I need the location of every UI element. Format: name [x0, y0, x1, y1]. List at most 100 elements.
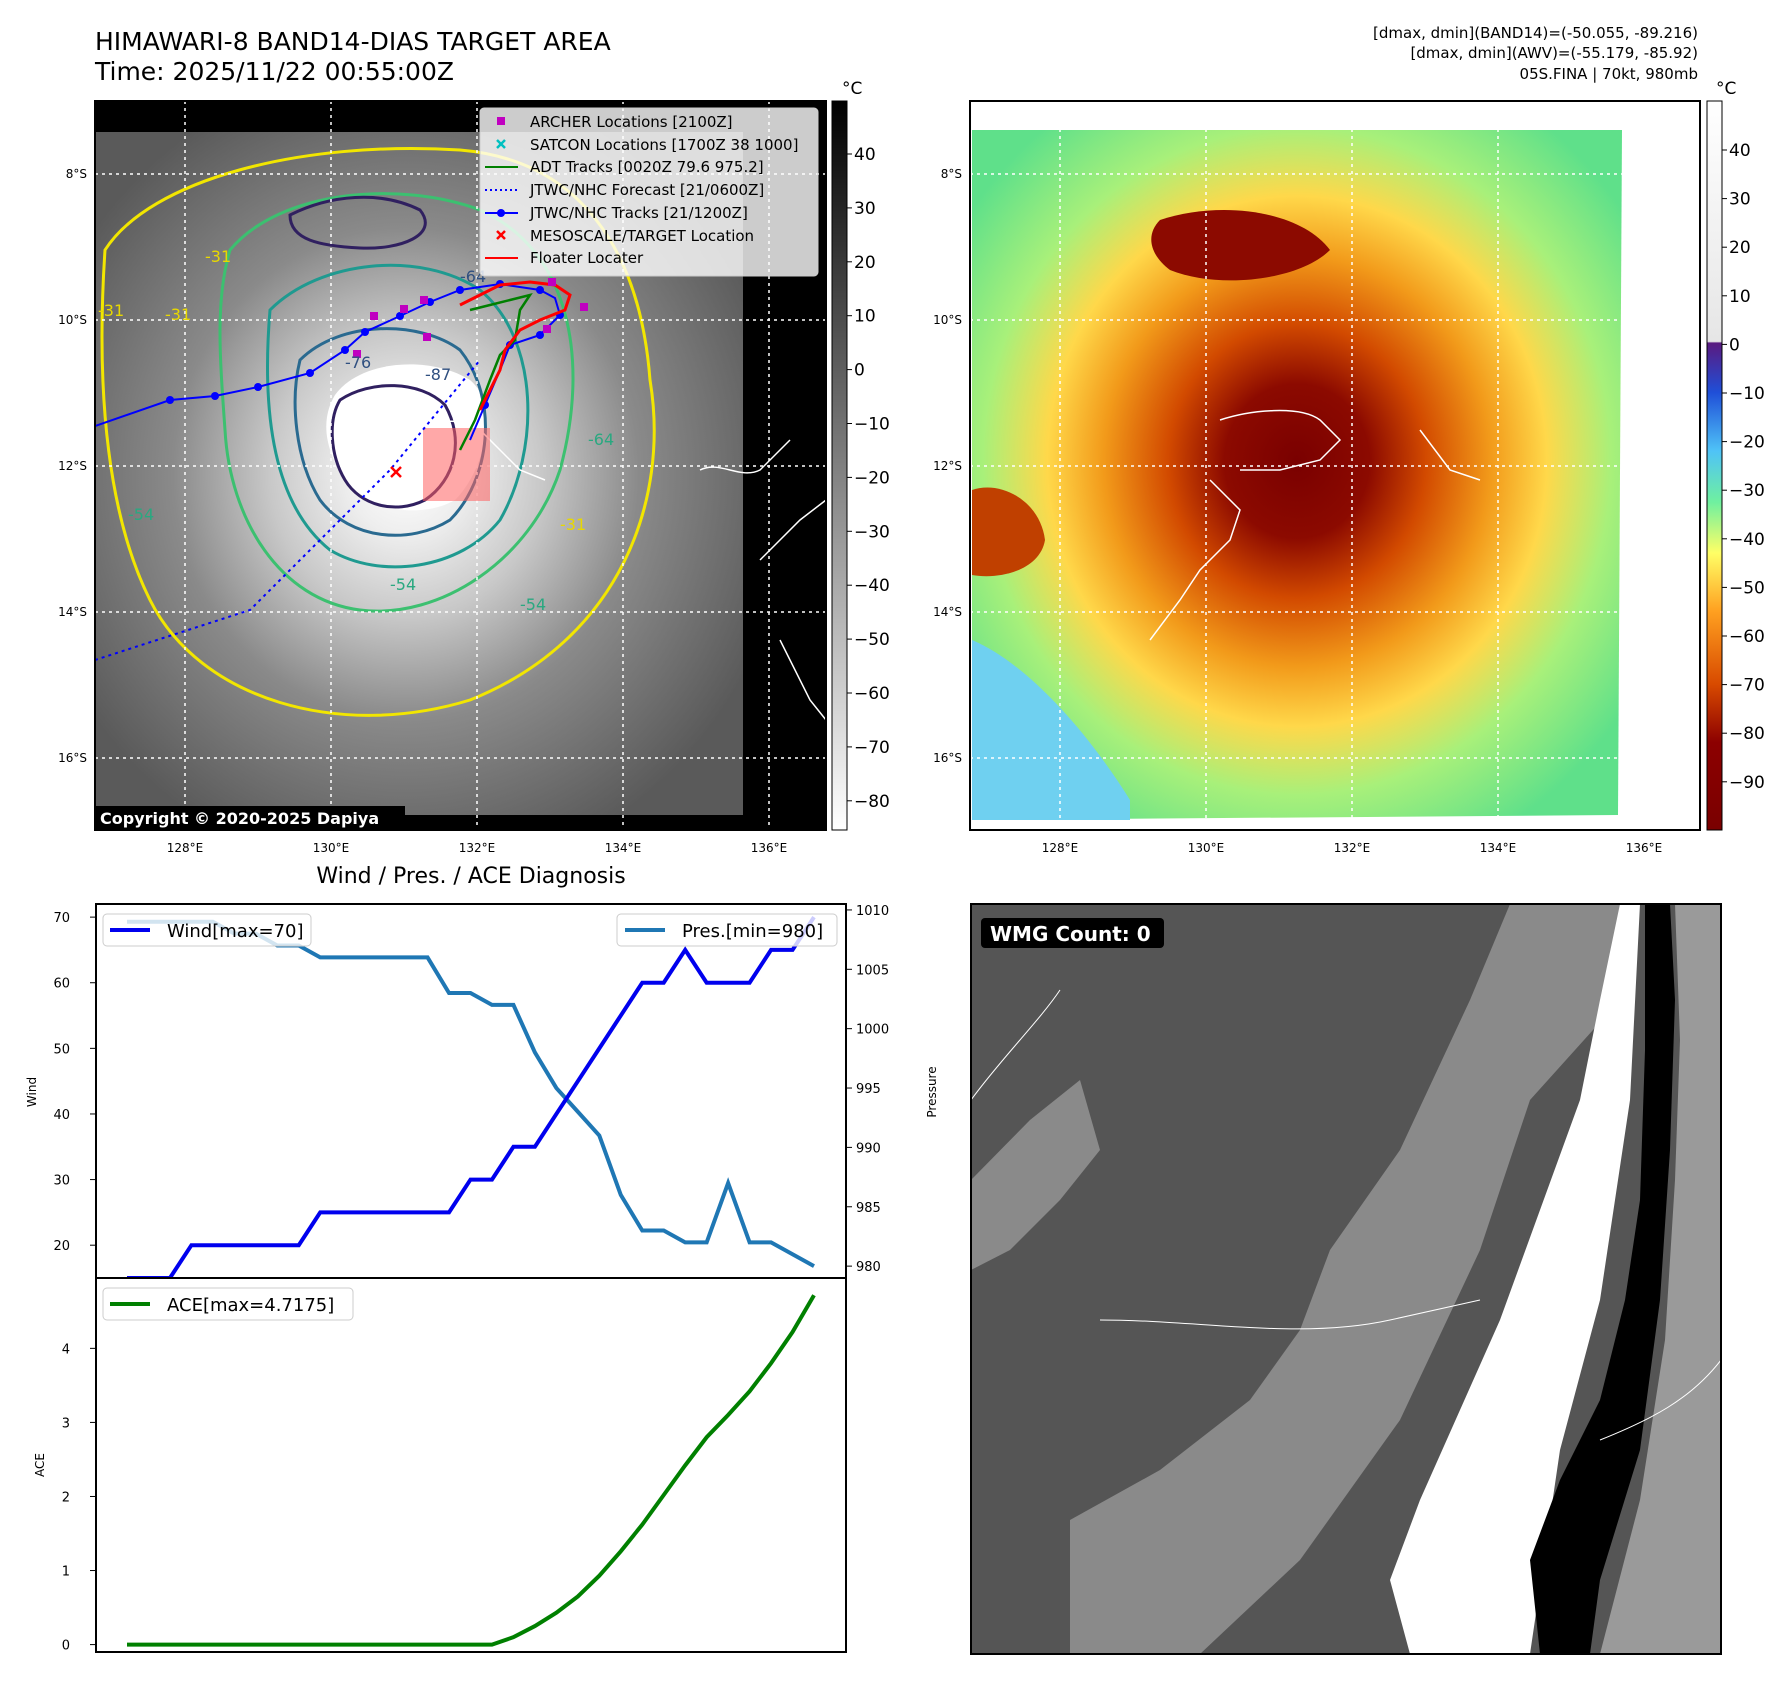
- info-band14: [dmax, dmin](BAND14)=(-50.055, -89.216): [1373, 24, 1698, 42]
- adt-track-line: [458, 293, 533, 451]
- ace-lines: [127, 1294, 816, 1647]
- map2-lon-labels: 128°E 130°E 132°E 134°E 136°E: [1042, 841, 1663, 855]
- colorbar-tick-label: −80: [854, 792, 890, 812]
- legend-satcon-label: SATCON Locations [1700Z 38 1000]: [530, 136, 798, 154]
- target-area-box: [423, 428, 490, 501]
- contour-label: -64: [588, 430, 614, 449]
- pressure-tick-label: 1010: [856, 904, 889, 919]
- color-colorbar: °C 40 30 20 10 0 −10 −20 −30 −40 −50 −60 −70 −80 −90: [1706, 79, 1765, 831]
- lat-label: 12°S: [58, 459, 87, 473]
- colorbar-tick-label: −60: [1729, 627, 1765, 647]
- main-title: HIMAWARI-8 BAND14-DIAS TARGET AREA: [95, 27, 611, 56]
- pressure-series-line: [127, 919, 815, 1268]
- contour-north: [288, 195, 427, 250]
- contour-label: -87: [425, 365, 451, 384]
- wmg-gray-band: [1070, 904, 1620, 1654]
- colorbar-tick-label: −50: [854, 630, 890, 650]
- cold-region-north: [1151, 210, 1330, 281]
- contour-label: -31: [560, 515, 586, 534]
- lat-label: 8°S: [66, 167, 87, 181]
- copyright-text: Copyright © 2020-2025 Dapiya: [100, 809, 379, 828]
- time-title: Time: 2025/11/22 00:55:00Z: [94, 57, 454, 86]
- lat-label: 14°S: [933, 605, 962, 619]
- colorbar-tick-label: −80: [1729, 724, 1765, 744]
- wind-tick-label: 60: [53, 977, 70, 992]
- cold-region-left: [972, 487, 1045, 577]
- enhanced-ir-image: [972, 130, 1622, 820]
- wind-legend: Wind[max=70]: [102, 913, 312, 947]
- clear-sky-sw: [972, 640, 1130, 820]
- colorbar-tick-label: −40: [854, 576, 890, 596]
- lon-label: 136°E: [751, 841, 788, 855]
- wmg-black-band: [1530, 904, 1675, 1654]
- ace-legend-label: ACE[max=4.7175]: [167, 1295, 334, 1316]
- colorbar-tick-label: 0: [854, 361, 865, 381]
- lon-label: 130°E: [313, 841, 350, 855]
- legend-adt-label: ADT Tracks [0020Z 79.6 975.2]: [530, 158, 764, 176]
- colorbar-tick-label: 10: [1729, 287, 1751, 307]
- wind-series-line: [127, 916, 816, 1278]
- colorbar-unit: °C: [1716, 79, 1736, 99]
- colorbar-tick-label: 10: [854, 307, 876, 327]
- ace-tick-label: 3: [62, 1416, 70, 1431]
- pressure-tick-label: 1005: [856, 963, 889, 978]
- colorbar-tick-label: −60: [854, 684, 890, 704]
- wmg-gray-left: [971, 1080, 1100, 1270]
- colorbar-tick-label: 40: [1729, 141, 1751, 161]
- ace-tick-label: 0: [62, 1639, 70, 1654]
- colorbar-tick-label: 0: [1729, 335, 1740, 355]
- legend-archer-swatch: [497, 117, 505, 125]
- enhanced-ir-panel: [970, 101, 1700, 830]
- map1-lat-labels: 8°S 10°S 12°S 14°S 16°S: [58, 167, 87, 765]
- colorbar-tick-label: −20: [1729, 433, 1765, 453]
- colorbar-tick-label: 40: [854, 145, 876, 165]
- floater-locater-line: [459, 280, 572, 411]
- wind-pressure-lines: [127, 916, 816, 1278]
- wind-pressure-chart: 20 30 40 50 60 70 980 985 990 995 1000 1005 1010 Wind…: [25, 904, 939, 1278]
- wmg-count-label: WMG Count: 0: [990, 922, 1151, 946]
- ace-series-line: [127, 1294, 816, 1647]
- contour-label: -54: [520, 595, 546, 614]
- lon-label: 130°E: [1188, 841, 1225, 855]
- legend-target-label: MESOSCALE/TARGET Location: [530, 227, 754, 245]
- colorbar-tick-label: −30: [1729, 481, 1765, 501]
- colorbar-unit: °C: [842, 79, 862, 99]
- pressure-tick-label: 980: [856, 1260, 881, 1275]
- jtwc-forecast-line: [95, 359, 481, 661]
- lon-label: 134°E: [605, 841, 642, 855]
- legend-target-swatch: [496, 230, 506, 240]
- contour-label: -76: [345, 353, 371, 372]
- lat-label: 10°S: [933, 313, 962, 327]
- map2-lat-labels: 8°S 10°S 12°S 14°S 16°S: [933, 167, 962, 765]
- legend-tracks-label: JTWC/NHC Tracks [21/1200Z]: [529, 204, 748, 222]
- lon-label: 128°E: [167, 841, 204, 855]
- ace-chart: 0 1 2 3 4 ACE ACE[max=4.7175]: [33, 1287, 816, 1654]
- ace-legend: ACE[max=4.7175]: [102, 1287, 354, 1321]
- wmg-panel: WMG Count: 0: [971, 904, 1721, 1654]
- ace-tick-label: 1: [62, 1565, 70, 1580]
- legend-floater-label: Floater Locater: [530, 249, 644, 267]
- contour-label: -31: [98, 301, 124, 320]
- colorbar-tick-label: −20: [854, 468, 890, 488]
- wind-tick-label: 70: [53, 911, 70, 926]
- map1-lon-labels: 128°E 130°E 132°E 134°E 136°E: [167, 841, 788, 855]
- colorbar-tick-label: −70: [1729, 676, 1765, 696]
- colorbar-tick-label: −30: [854, 522, 890, 542]
- colorbar-tick-label: 20: [1729, 238, 1751, 258]
- gray-colorbar: °C 40 30 20 10 0 −10 −20 −30 −40 −50 −60 −70 −80: [831, 79, 890, 831]
- colorbar-tick-label: 30: [1729, 190, 1751, 210]
- wind-tick-label: 30: [53, 1174, 70, 1189]
- colorbar-tick-label: −50: [1729, 578, 1765, 598]
- pressure-legend-label: Pres.[min=980]: [682, 921, 823, 942]
- lon-label: 134°E: [1480, 841, 1517, 855]
- contour-label: -54: [128, 505, 154, 524]
- pressure-axis-label: Pressure: [925, 1066, 939, 1117]
- legend-archer-label: ARCHER Locations [2100Z]: [530, 113, 733, 131]
- ace-tick-label: 4: [62, 1342, 70, 1357]
- pressure-legend: Pres.[min=980]: [616, 913, 838, 947]
- wmg-light-band: [1600, 904, 1721, 1654]
- mesoscale-target-marker: [390, 466, 402, 478]
- lat-label: 16°S: [58, 751, 87, 765]
- wmg-white-band: [1390, 904, 1640, 1654]
- lat-label: 8°S: [941, 167, 962, 181]
